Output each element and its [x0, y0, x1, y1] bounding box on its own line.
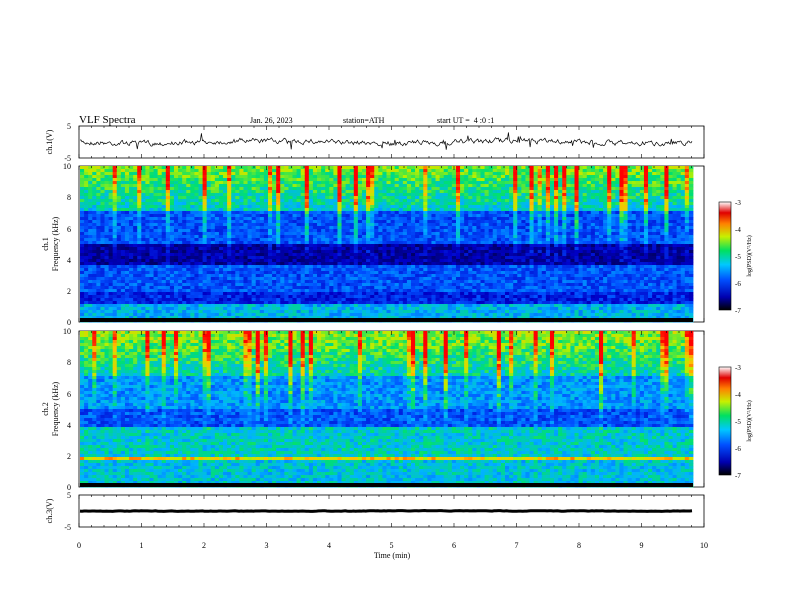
start-time-label: start UT = 4 :0 :1	[437, 116, 494, 125]
xtick-label-6: 6	[452, 541, 456, 550]
ch1-spec-ytick-4: 4	[67, 256, 71, 265]
xaxis-label: Time (min)	[374, 551, 411, 560]
ch2-spec-ytick-10: 10	[63, 327, 71, 336]
xtick-label-10: 10	[700, 541, 708, 550]
xtick-label-3: 3	[265, 541, 269, 550]
ch1-waveform-panel: 5 -5 ch.1(V)	[45, 122, 705, 163]
ch2-colorbar: -3 -4 -5 -6 -7 log(PSD)(V²/Hz)	[718, 364, 753, 480]
ch1-spec-ytick-10: 10	[63, 162, 71, 171]
ch1-cbar-tick-7: -7	[735, 307, 741, 315]
ch3-waveform-line	[79, 508, 693, 513]
ch2-spec-ytick-6: 6	[67, 390, 71, 399]
ch1-spec-ylabel-channel: ch.1	[41, 237, 50, 251]
xtick-label-8: 8	[577, 541, 581, 550]
ch1-cbar-tick-3: -3	[735, 199, 741, 207]
xtick-label-4: 4	[327, 541, 331, 550]
ch2-spec-ytick-8: 8	[67, 358, 71, 367]
ch2-spec-ytick-4: 4	[67, 421, 71, 430]
ch1-cbar-label: log(PSD)(V²/Hz)	[746, 235, 753, 276]
ch2-cbar-tick-7: -7	[735, 472, 741, 480]
ch2-spec-ylabel-frequency: Frequency (kHz)	[51, 381, 60, 436]
ch1-spec-ytick-8: 8	[67, 193, 71, 202]
ch2-cbar-tick-5: -5	[735, 418, 741, 426]
ch1-waveform-line	[80, 132, 693, 150]
xtick-label-7: 7	[515, 541, 519, 550]
ch2-cbar-label: log(PSD)(V²/Hz)	[746, 400, 753, 441]
ch2-cbar-tick-4: -4	[735, 391, 741, 399]
ch3-ylabel: ch.3(V)	[45, 498, 54, 523]
ch1-colorbar: -3 -4 -5 -6 -7 log(PSD)(V²/Hz)	[718, 199, 753, 315]
xtick-label-1: 1	[140, 541, 144, 550]
date-label: Jan. 26, 2023	[250, 116, 293, 125]
time-axis: 0 1 2 3 4 5 6 7 8 9 10 Time (min)	[77, 541, 708, 560]
ch1-spec-ytick-2: 2	[67, 287, 71, 296]
ch2-spec-ytick-2: 2	[67, 452, 71, 461]
ch1-cbar-tick-6: -6	[735, 280, 741, 288]
xtick-label-0: 0	[77, 541, 81, 550]
figure-title: VLF Spectra	[79, 114, 136, 126]
xtick-label-5: 5	[390, 541, 394, 550]
ch1-spec-ytick-0: 0	[67, 318, 71, 327]
ch1-cbar-tick-5: -5	[735, 253, 741, 261]
ch1-spectrogram-panel: 0 2 4 6 8 10 ch.1 Frequency (kHz)	[41, 162, 705, 327]
ch1-spec-ytick-6: 6	[67, 225, 71, 234]
ch2-spec-ylabel-channel: ch.2	[41, 402, 50, 416]
xtick-label-9: 9	[640, 541, 644, 550]
ch1-ytick-top: 5	[67, 122, 71, 131]
ch3-waveform-panel: 5 -5 ch.3(V)	[45, 491, 705, 532]
station-label: station=ATH	[343, 116, 385, 125]
ch2-spec-ytick-0: 0	[67, 483, 71, 492]
ch3-ytick-top: 5	[67, 491, 71, 500]
ch1-spec-ylabel-frequency: Frequency (kHz)	[51, 216, 60, 271]
ch2-spectrogram-panel: 0 2 4 6 8 10 ch.2 Frequency (kHz)	[41, 327, 705, 492]
ch2-cbar-tick-6: -6	[735, 445, 741, 453]
xtick-label-2: 2	[202, 541, 206, 550]
ch1-cbar-tick-4: -4	[735, 226, 741, 234]
ch3-ytick-bottom: -5	[64, 523, 71, 532]
ch1-ytick-bottom: -5	[64, 154, 71, 163]
ch1-ylabel: ch.1(V)	[45, 129, 54, 154]
ch2-cbar-tick-3: -3	[735, 364, 741, 372]
